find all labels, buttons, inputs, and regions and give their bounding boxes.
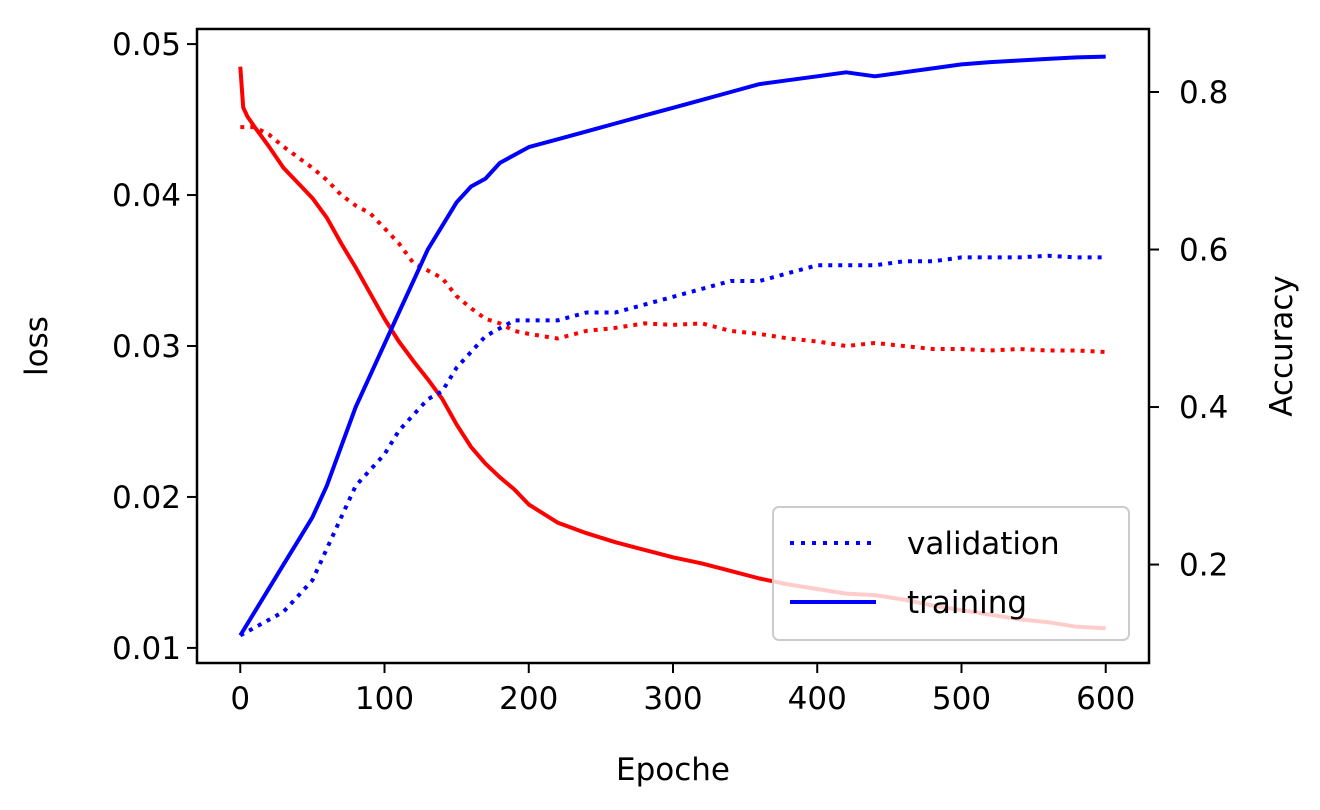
y-left-tick-label-1: 0.02 <box>112 480 181 516</box>
y-right-tick-label-1: 0.4 <box>1179 390 1228 426</box>
x-tick-label-5: 500 <box>932 681 991 717</box>
y-axis-left-title: loss <box>19 316 55 376</box>
y-axis-right-title: Accuracy <box>1264 275 1300 417</box>
x-tick-label-2: 200 <box>499 681 558 717</box>
y-left-tick-label-0: 0.01 <box>112 631 181 667</box>
legend-label-validation: validation <box>907 526 1060 562</box>
y-left-tick-label-3: 0.04 <box>112 178 181 214</box>
y-axis-left: 0.01 0.02 0.03 0.04 0.05 <box>112 27 197 667</box>
legend-box <box>772 506 1130 641</box>
y-axis-right: 0.2 0.4 0.6 0.8 <box>1149 75 1228 584</box>
x-tick-label-3: 300 <box>643 681 702 717</box>
y-right-tick-label-0: 0.2 <box>1179 548 1228 584</box>
x-axis-title: Epoche <box>616 752 730 788</box>
x-tick-label-0: 0 <box>230 681 250 717</box>
series-line-3 <box>239 253 1106 638</box>
y-right-tick-label-2: 0.6 <box>1179 233 1228 269</box>
legend: validation training <box>772 506 1130 641</box>
x-tick-label-4: 400 <box>788 681 847 717</box>
legend-label-training: training <box>907 585 1027 621</box>
y-left-tick-label-4: 0.05 <box>112 27 181 63</box>
x-tick-label-1: 100 <box>355 681 414 717</box>
series-line-2 <box>238 54 1106 637</box>
x-tick-label-6: 600 <box>1076 681 1135 717</box>
series-line-1 <box>240 125 1106 354</box>
x-axis: 0 100 200 300 400 500 600 <box>230 663 1135 717</box>
y-right-tick-label-3: 0.8 <box>1179 75 1228 111</box>
y-left-tick-label-2: 0.03 <box>112 329 181 365</box>
